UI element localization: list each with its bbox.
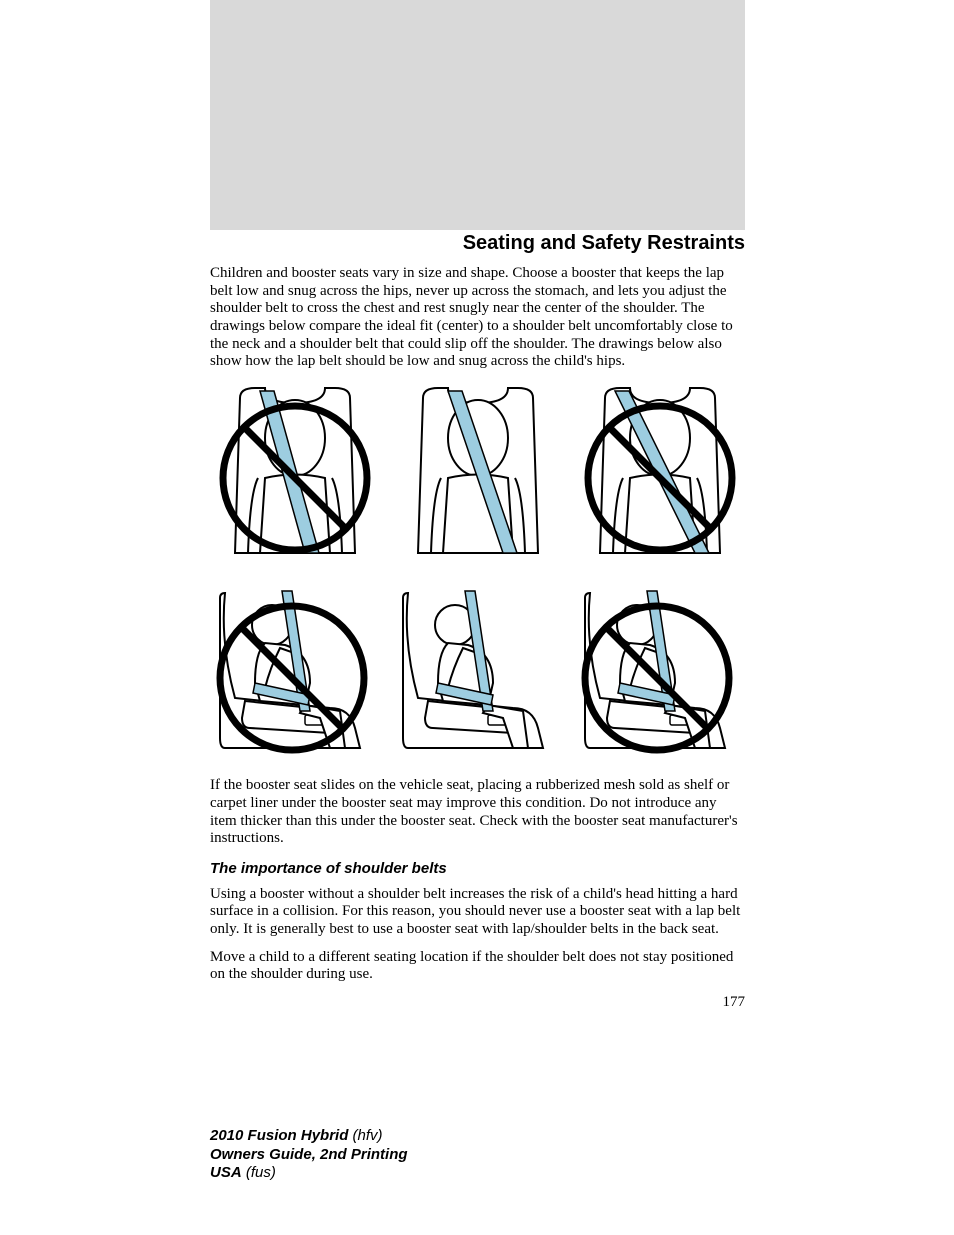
- paragraph-move-child: Move a child to a different seating loca…: [210, 949, 745, 984]
- diagram-shoulder-belt-correct: [393, 383, 563, 563]
- diagram-row-1: [210, 383, 745, 563]
- footer-line-2: Owners Guide, 2nd Printing: [210, 1146, 408, 1165]
- footer-region: USA: [210, 1164, 242, 1181]
- section-title: Seating and Safety Restraints: [210, 232, 745, 255]
- subheading-shoulder-belts: The importance of shoulder belts: [210, 860, 745, 878]
- footer-model: 2010 Fusion Hybrid: [210, 1127, 348, 1144]
- diagram-area: [210, 383, 745, 763]
- diagram-shoulder-belt-too-close-neck: [210, 383, 380, 563]
- paragraph-rubber-mesh: If the booster seat slides on the vehicl…: [210, 777, 745, 848]
- paragraph-booster-fit: Children and booster seats vary in size …: [210, 265, 745, 371]
- diagram-lap-belt-wrong: [575, 583, 745, 763]
- page-content: Children and booster seats vary in size …: [210, 265, 745, 1012]
- diagram-row-2: [210, 583, 745, 763]
- footer-code-2: (fus): [242, 1164, 276, 1181]
- header-gray-block: [210, 0, 745, 230]
- footer-line-1: 2010 Fusion Hybrid (hfv): [210, 1127, 408, 1146]
- footer: 2010 Fusion Hybrid (hfv) Owners Guide, 2…: [210, 1127, 408, 1183]
- page-number: 177: [210, 994, 745, 1012]
- diagram-lap-belt-too-high: [210, 583, 380, 763]
- paragraph-shoulder-importance: Using a booster without a shoulder belt …: [210, 886, 745, 939]
- footer-line-3: USA (fus): [210, 1164, 408, 1183]
- diagram-lap-belt-correct: [393, 583, 563, 763]
- footer-code-1: (hfv): [348, 1127, 382, 1144]
- diagram-shoulder-belt-slips-off: [575, 383, 745, 563]
